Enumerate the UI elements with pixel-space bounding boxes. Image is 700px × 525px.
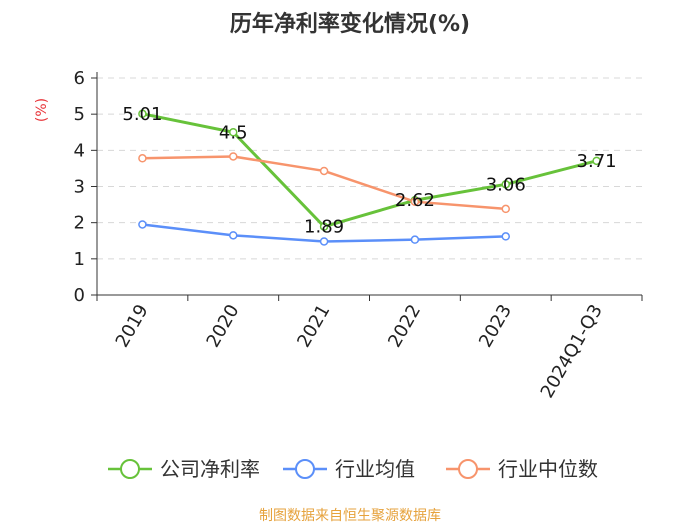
chart-title: 历年净利率变化情况(%) [229,12,471,37]
y-tick-label: 3 [74,177,85,198]
legend: 公司净利率 行业均值 行业中位数 [108,457,598,481]
data-label: 3.06 [486,174,526,195]
data-label: 1.89 [304,217,344,238]
series-line [142,155,506,211]
data-label: 5.01 [122,104,162,125]
data-point [501,232,510,241]
data-point [229,231,238,240]
x-tick-label: 2020 [202,301,243,351]
legend-swatch-marker [458,459,478,479]
legend-swatch-marker [295,459,315,479]
data-point [410,197,420,206]
y-tick-label: 1 [74,249,85,270]
y-tick-label: 5 [74,104,85,125]
y-tick-label: 4 [74,140,85,161]
data-point [319,222,329,231]
legend-label: 公司净利率 [160,457,260,481]
y-tick-labels: 0 1 2 3 4 5 6 [74,68,85,306]
data-point [501,180,510,189]
data-point [410,235,420,244]
legend-item: 公司净利率 [108,457,260,481]
data-point [319,166,329,176]
x-tick-label: 2019 [112,301,153,351]
data-label: 3.71 [577,151,617,172]
data-point [319,237,329,246]
data-point [229,152,238,161]
legend-item: 行业中位数 [446,457,598,481]
axes [91,72,643,301]
data-point [138,220,147,229]
series-points [138,109,601,246]
x-tick-label: 2021 [293,301,334,351]
legend-label: 行业中位数 [498,457,598,481]
data-label: 4.5 [219,122,248,143]
grid-lines [97,77,642,260]
data-point [138,109,147,119]
source-note: 制图数据来自恒生聚源数据库 [259,508,441,524]
data-labels: 5.01 4.5 1.89 2.62 3.06 3.71 [122,104,616,238]
x-tick-label: 2024Q1-Q3 [537,301,607,402]
data-point [138,154,147,163]
data-point [229,128,238,137]
legend-swatch-marker [120,459,140,479]
y-tick-label: 2 [74,213,85,234]
y-tick-label: 6 [74,68,85,89]
series-line [142,112,597,229]
x-tick-label: 2023 [475,301,516,351]
data-point [501,204,510,214]
data-point [592,156,601,166]
legend-label: 行业均值 [335,457,415,481]
legend-item: 行业均值 [283,457,415,481]
x-tick-label: 2022 [384,301,425,351]
y-tick-label: 0 [74,285,85,306]
data-label: 2.62 [395,190,435,211]
x-tick-labels: 2019 2020 2021 2022 2023 2024Q1-Q3 [112,301,607,402]
y-axis-unit-label: (%) [34,98,50,122]
